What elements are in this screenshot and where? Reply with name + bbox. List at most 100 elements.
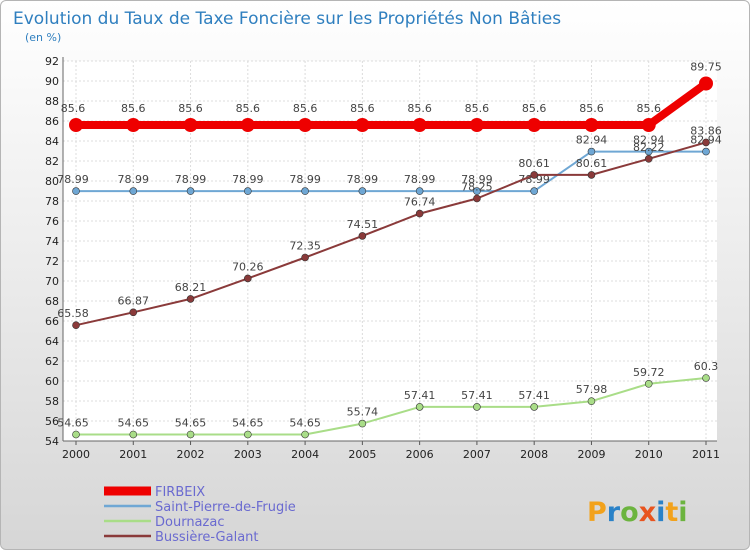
legend: FIRBEIXSaint-Pierre-de-FrugieDournazacBu… [104, 485, 296, 545]
data-point [527, 118, 542, 132]
data-label: 74.51 [347, 218, 379, 231]
data-point [473, 194, 481, 203]
x-tick-label: 2006 [406, 448, 434, 461]
data-label: 54.65 [175, 417, 207, 430]
data-label: 78.99 [404, 173, 436, 186]
data-label: 57.98 [576, 383, 608, 396]
x-tick-label: 2004 [291, 448, 319, 461]
logo-letter: t [665, 497, 678, 528]
series-bussi-re-galant: 65.58 66.87 68.21 70.26 72.35 74.51 76.74 78.25… [57, 124, 722, 330]
data-label: 78.99 [175, 173, 207, 186]
data-label: 60.3 [694, 360, 719, 373]
data-label: 80.61 [518, 157, 550, 170]
legend-entry: Bussière-Galant [155, 530, 259, 545]
y-tick-label: 90 [45, 75, 59, 88]
y-tick-label: 62 [45, 355, 59, 368]
data-label: 85.6 [236, 102, 261, 115]
data-point [244, 274, 252, 283]
series-line [75, 141, 707, 327]
y-tick-label: 76 [45, 215, 59, 228]
data-label: 59.72 [633, 366, 665, 379]
data-point [240, 118, 255, 132]
data-point [72, 187, 80, 195]
data-label: 78.99 [347, 173, 379, 186]
data-point [244, 430, 252, 439]
data-label: 66.87 [118, 294, 150, 307]
data-label: 85.6 [465, 102, 490, 115]
series-saint-pierre-de-frugie: 78.99 78.99 78.99 78.99 78.99 78.99 78.99 78.99… [57, 134, 722, 195]
data-label: 82.22 [633, 141, 665, 154]
data-point [355, 118, 370, 132]
data-label: 78.99 [118, 173, 150, 186]
data-label: 57.41 [404, 389, 436, 402]
y-tick-label: 74 [45, 235, 59, 248]
data-label: 57.41 [518, 389, 550, 402]
data-point [72, 321, 80, 330]
data-label: 54.65 [118, 417, 150, 430]
data-label: 85.6 [61, 102, 86, 115]
logo-letter: i [678, 497, 687, 528]
data-point [186, 295, 195, 303]
x-tick-label: 2011 [692, 448, 720, 461]
data-point [702, 374, 710, 382]
data-label: 68.21 [175, 281, 207, 294]
data-label: 85.6 [350, 102, 375, 115]
data-label: 70.26 [232, 260, 264, 273]
series-dournazac: 54.65 54.65 54.65 54.65 54.65 55.74 57.41 57.41… [57, 360, 719, 439]
data-label: 72.35 [289, 240, 321, 253]
data-point [301, 430, 309, 439]
data-label: 55.74 [347, 406, 379, 419]
data-point [129, 187, 138, 195]
axes: 54 56 58 60 62 64 66 68 70 72 74 76 78 80 82 84 86 88 90 92… [45, 55, 720, 461]
y-tick-label: 58 [45, 395, 59, 408]
data-point [644, 155, 653, 163]
data-point [298, 118, 313, 132]
data-point [301, 187, 309, 195]
x-tick-label: 2007 [463, 448, 491, 461]
data-point [641, 118, 656, 132]
data-label: 78.99 [518, 173, 550, 186]
data-point [415, 187, 424, 195]
data-label: 85.6 [178, 102, 203, 115]
series-line [75, 377, 707, 436]
data-label: 78.99 [232, 173, 264, 186]
data-point [530, 171, 538, 179]
data-label: 78.99 [461, 173, 493, 186]
data-label: 85.6 [636, 102, 661, 115]
chart-title: Evolution du Taux de Taxe Foncière sur l… [13, 9, 561, 29]
data-point [412, 118, 427, 132]
legend-entry: Dournazac [155, 515, 224, 530]
data-point [473, 187, 481, 195]
data-point [415, 403, 424, 411]
data-point [584, 118, 599, 132]
data-label: 83.86 [690, 124, 722, 137]
data-point [301, 253, 309, 262]
data-point [186, 187, 195, 195]
y-tick-label: 54 [45, 435, 59, 448]
data-label: 89.75 [690, 61, 722, 74]
data-point [183, 118, 198, 132]
y-tick-label: 64 [45, 335, 59, 348]
data-point [587, 397, 596, 406]
data-point [644, 379, 653, 388]
data-point [69, 118, 83, 132]
data-label: 78.99 [289, 173, 321, 186]
data-point [469, 118, 484, 132]
data-label: 76.74 [404, 196, 436, 209]
data-label: 54.65 [232, 417, 264, 430]
data-label: 54.65 [289, 417, 321, 430]
x-tick-label: 2008 [520, 448, 548, 461]
y-tick-label: 60 [45, 375, 59, 388]
legend-entry: FIRBEIX [155, 485, 205, 500]
y-tick-label: 88 [45, 95, 59, 108]
x-tick-label: 2001 [119, 448, 147, 461]
data-label: 82.94 [576, 134, 608, 147]
y-tick-label: 68 [45, 295, 59, 308]
grid-lines [63, 60, 717, 442]
data-label: 78.25 [461, 181, 493, 194]
proxiti-logo: Proxiti [587, 497, 688, 528]
x-tick-label: 2002 [177, 448, 205, 461]
data-point [702, 147, 710, 156]
data-point [530, 187, 538, 195]
